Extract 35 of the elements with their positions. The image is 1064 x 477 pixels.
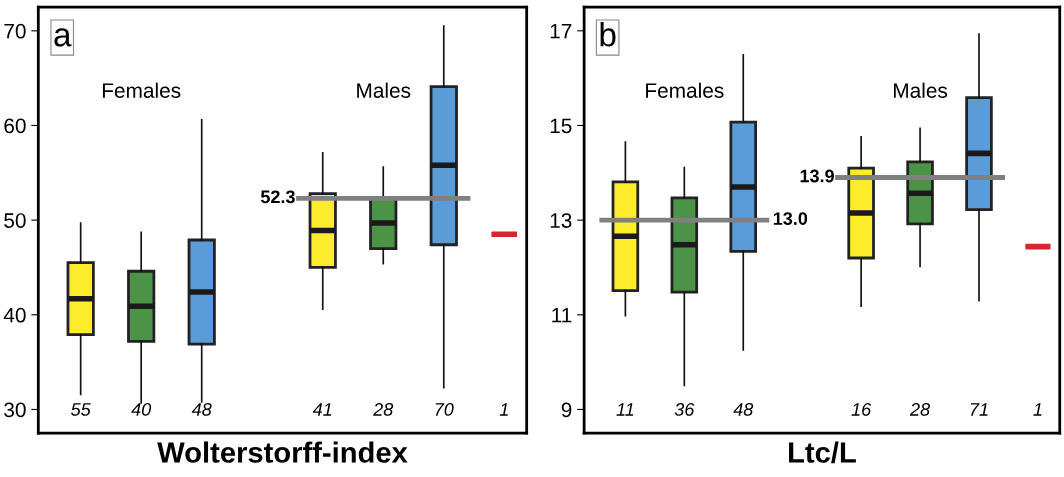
y-tick-label: 11 xyxy=(552,308,572,323)
x-tick-label: 16 xyxy=(851,403,872,416)
x-tick-label: 48 xyxy=(733,403,754,416)
y-tick-label: 15 xyxy=(550,118,572,134)
ref-line-label: 52.3 xyxy=(260,190,295,204)
annotation: a xyxy=(54,28,72,47)
y-tick-label: 17 xyxy=(550,24,572,39)
y-tick-label: 40 xyxy=(3,307,26,323)
x-tick-label: 71 xyxy=(970,403,988,416)
ref-line-label: 13.9 xyxy=(800,169,834,183)
x-tick-label: 55 xyxy=(71,403,91,416)
y-tick-label: 9 xyxy=(561,402,572,418)
annotation: Females xyxy=(646,82,724,98)
x-tick-label: 1 xyxy=(499,403,508,416)
x-axis-title: Ltc/L xyxy=(789,441,856,464)
x-tick-label: 11 xyxy=(616,403,634,416)
y-tick-label: 30 xyxy=(4,402,26,418)
annotation: Males xyxy=(893,82,948,98)
x-tick-label: 28 xyxy=(909,403,930,416)
ref-line-label: 13.0 xyxy=(773,212,808,226)
y-tick-label: 13 xyxy=(550,213,572,228)
x-tick-label: 41 xyxy=(312,403,332,416)
x-axis-title: Wolterstorff-index xyxy=(157,441,408,463)
x-tick-label: 36 xyxy=(674,403,695,416)
x-tick-label: 28 xyxy=(373,403,394,416)
x-tick-label: 48 xyxy=(191,403,212,416)
x-tick-label: 40 xyxy=(131,403,152,416)
annotation: Females xyxy=(102,82,181,98)
annotation: Males xyxy=(357,82,411,98)
y-tick-label: 50 xyxy=(4,213,26,228)
y-tick-label: 70 xyxy=(4,23,26,39)
annotation: b xyxy=(600,22,616,47)
x-tick-label: 70 xyxy=(435,403,454,416)
y-tick-label: 60 xyxy=(4,118,26,134)
x-tick-label: 1 xyxy=(1033,403,1042,416)
